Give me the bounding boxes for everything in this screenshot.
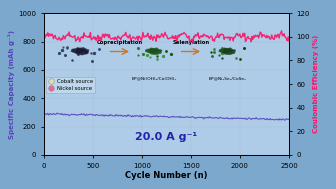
Text: 20.0 A g⁻¹: 20.0 A g⁻¹ xyxy=(135,132,198,142)
Text: Selenylation: Selenylation xyxy=(172,40,209,45)
Polygon shape xyxy=(145,48,160,53)
Polygon shape xyxy=(148,48,162,55)
Text: Coprecipitation: Coprecipitation xyxy=(97,40,143,45)
Polygon shape xyxy=(219,48,234,53)
X-axis label: Cycle Number (n): Cycle Number (n) xyxy=(125,171,208,180)
Y-axis label: Coulombic Efficiency (%): Coulombic Efficiency (%) xyxy=(313,35,319,133)
Text: BP@Ni(OH)₂/Co(OH)₂: BP@Ni(OH)₂/Co(OH)₂ xyxy=(131,76,177,80)
Text: BP@Ni₂Se₂/CoSe₂: BP@Ni₂Se₂/CoSe₂ xyxy=(209,76,247,80)
Polygon shape xyxy=(74,48,89,55)
Y-axis label: Specific Capacity (mAh g⁻¹): Specific Capacity (mAh g⁻¹) xyxy=(8,30,15,139)
Legend: Cobalt source, Nickel source: Cobalt source, Nickel source xyxy=(46,77,95,93)
Polygon shape xyxy=(71,48,87,53)
Polygon shape xyxy=(222,48,236,55)
